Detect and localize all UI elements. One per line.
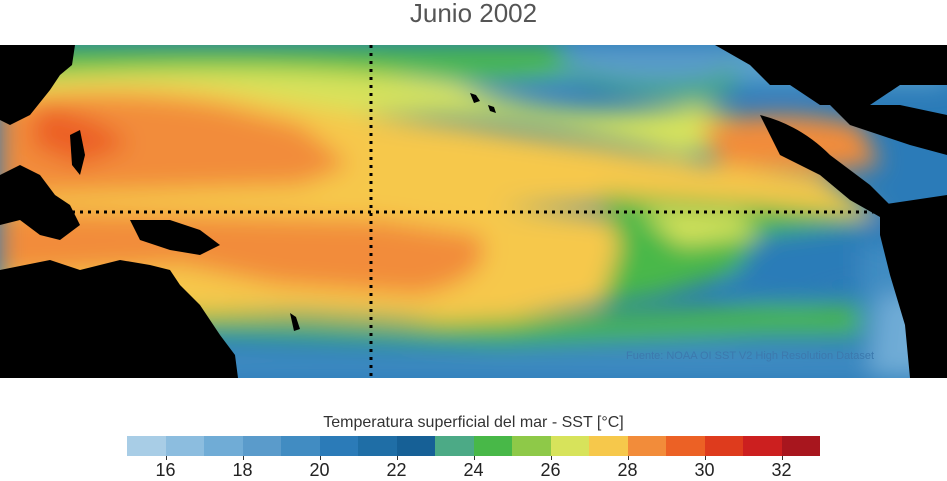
colorbar-swatch xyxy=(319,436,358,456)
colorbar-swatch xyxy=(358,436,397,456)
colorbar-tick-label: 18 xyxy=(232,460,253,480)
map-title: Junio 2002 xyxy=(409,0,538,28)
colorbar-tick xyxy=(242,456,244,460)
australia xyxy=(0,260,238,378)
colorbar-label: Temperatura superficial del mar - SST [°… xyxy=(323,414,624,431)
colorbar-tick xyxy=(473,456,475,460)
asia-landmass xyxy=(0,45,75,125)
colorbar-tick xyxy=(627,456,629,460)
colorbar-swatch xyxy=(781,436,820,456)
colorbar-swatch xyxy=(666,436,705,456)
central-america xyxy=(760,115,890,217)
land-masses xyxy=(0,45,947,378)
colorbar-swatch xyxy=(550,436,589,456)
colorbar-swatch xyxy=(127,436,166,456)
colorbar-tick xyxy=(396,456,398,460)
colorbar-swatch xyxy=(743,436,782,456)
colorbar xyxy=(127,436,820,456)
colorbar-swatch xyxy=(396,436,435,456)
colorbar-swatch xyxy=(165,436,204,456)
colorbar-swatch xyxy=(281,436,320,456)
data-source-note: Fuente: NOAA OI SST V2 High Resolution D… xyxy=(626,350,875,362)
colorbar-tick xyxy=(550,456,552,460)
colorbar-tick-label: 20 xyxy=(309,460,330,480)
colorbar-tick-label: 24 xyxy=(463,460,484,480)
colorbar-tick-label: 32 xyxy=(771,460,792,480)
maritime-continent xyxy=(0,165,80,240)
south-america xyxy=(880,195,947,378)
colorbar-tick xyxy=(165,456,167,460)
guide-lines xyxy=(0,45,880,378)
hawaii xyxy=(470,93,496,113)
colorbar-tick xyxy=(704,456,706,460)
colorbar-swatch xyxy=(704,436,743,456)
colorbar-tick-label: 16 xyxy=(155,460,176,480)
colorbar-swatch xyxy=(204,436,243,456)
colorbar-swatch xyxy=(589,436,628,456)
colorbar-swatch xyxy=(627,436,666,456)
colorbar-swatch xyxy=(512,436,551,456)
colorbar-tick-label: 30 xyxy=(694,460,715,480)
colorbar-swatch xyxy=(242,436,281,456)
colorbar-tick xyxy=(319,456,321,460)
sst-map xyxy=(0,45,947,378)
new-zealand xyxy=(290,313,300,331)
colorbar-ticks: 16 18 20 22 24 26 28 30 32 xyxy=(127,456,820,480)
philippines xyxy=(70,130,85,175)
north-america xyxy=(715,45,947,105)
colorbar-swatch xyxy=(473,436,512,456)
colorbar-tick-label: 26 xyxy=(540,460,561,480)
colorbar-tick xyxy=(781,456,783,460)
colorbar-swatch xyxy=(435,436,474,456)
colorbar-tick-label: 28 xyxy=(617,460,638,480)
new-guinea xyxy=(130,220,220,255)
caribbean-gulf xyxy=(830,105,947,155)
colorbar-tick-label: 22 xyxy=(386,460,407,480)
